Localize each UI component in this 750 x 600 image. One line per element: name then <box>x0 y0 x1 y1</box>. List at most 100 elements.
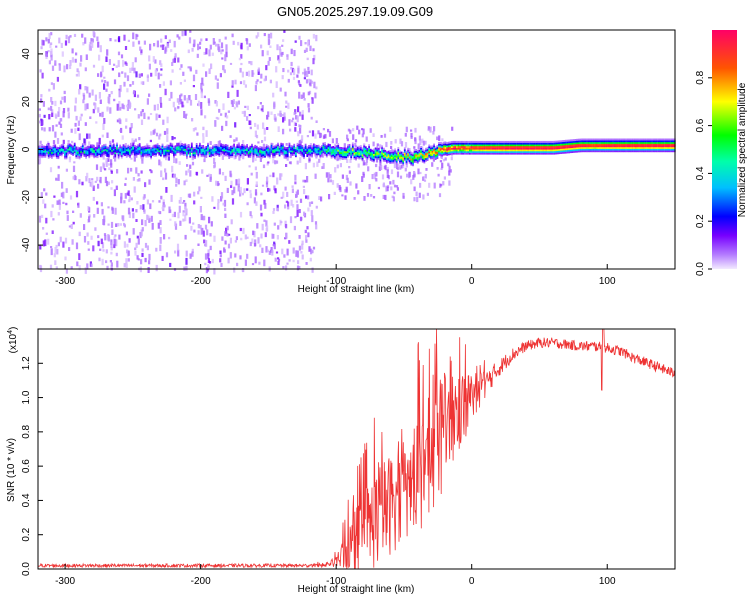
spectrogram-band-cell <box>392 154 395 157</box>
spectrogram-band-cell <box>504 142 507 145</box>
spectrogram-band-cell <box>604 150 606 153</box>
spectrogram-band-cell <box>457 147 460 150</box>
spectrogram-band-cell <box>521 145 523 148</box>
spectrogram-noise-cell <box>373 172 376 176</box>
spectrogram-noise-cell <box>306 176 309 183</box>
spectrogram-noise-cell <box>248 165 251 168</box>
spectrogram-band-cell <box>153 146 156 149</box>
spectrogram-band-cell <box>265 145 268 148</box>
spectrogram-band-cell <box>166 147 169 150</box>
spectrogram-noise-cell <box>259 102 262 105</box>
spectrogram-band-cell <box>630 140 632 143</box>
spectrogram-noise-cell <box>79 116 82 121</box>
spectrogram-noise-cell <box>275 160 279 164</box>
spectrogram-band-cell <box>509 144 512 147</box>
spectrogram-band-cell <box>586 143 588 146</box>
spectrogram-noise-cell <box>106 132 109 138</box>
spectrogram-band-cell <box>106 154 109 157</box>
spectrogram-noise-cell <box>220 113 223 116</box>
spectrogram-band-cell <box>215 152 218 155</box>
spectrogram-band-cell <box>405 162 408 165</box>
spectrogram-band-cell <box>555 147 557 150</box>
spectrogram-band-cell <box>397 147 400 150</box>
spectrogram-band-cell <box>41 147 44 150</box>
spectrogram-band-cell <box>197 145 200 148</box>
spectrogram-noise-cell <box>389 181 392 185</box>
spectrogram-noise-cell <box>137 173 140 177</box>
spectrogram-band-cell <box>197 152 200 155</box>
spectrogram-band-cell <box>143 145 146 148</box>
spectrogram-band-cell <box>644 146 647 149</box>
spectrogram-noise-cell <box>296 115 299 123</box>
spectrogram-band-cell <box>264 155 266 158</box>
spectrogram-band-cell <box>488 147 491 150</box>
spectrogram-band-cell <box>657 141 660 144</box>
spectrogram-band-cell <box>413 160 416 163</box>
spectrogram-band-cell <box>85 155 87 158</box>
spectrogram-band-cell <box>672 150 675 153</box>
spectrogram-band-cell <box>46 145 48 148</box>
spectrogram-band-cell <box>444 145 447 148</box>
spectrogram-band-cell <box>260 146 263 149</box>
spectrogram-noise-cell <box>168 98 171 101</box>
spectrogram-band-cell <box>660 146 663 149</box>
spectrogram-band-cell <box>556 150 559 153</box>
spectrogram-noise-cell <box>189 253 192 259</box>
spectrogram-noise-cell <box>94 94 97 101</box>
spectrogram-band-cell <box>316 145 318 147</box>
spectrogram-band-cell <box>171 143 174 146</box>
spectrogram-noise-cell <box>224 54 227 62</box>
spectrogram-band-cell <box>647 146 650 149</box>
spectrogram-band-cell <box>246 154 248 157</box>
spectrogram-noise-cell <box>291 188 294 193</box>
spectrogram-band-cell <box>581 140 583 143</box>
spectrogram-band-cell <box>46 147 48 150</box>
spectrogram-band-cell <box>364 154 367 157</box>
spectrogram-band-cell <box>582 150 585 153</box>
spectrogram-band-cell <box>651 145 653 148</box>
spectrogram-band-cell <box>555 149 557 152</box>
spectrogram-noise-cell <box>92 108 95 114</box>
spectrogram-band-cell <box>343 152 346 155</box>
spectrogram-band-cell <box>545 144 548 147</box>
spectrogram-band-cell <box>524 147 527 150</box>
spectrogram-noise-cell <box>230 219 233 225</box>
spectrogram-noise-cell <box>98 137 101 145</box>
spectrogram-noise-cell <box>209 176 212 182</box>
spectrogram-band-cell <box>332 147 335 150</box>
spectrogram-band-cell <box>587 138 590 141</box>
spectrogram-band-cell <box>647 138 650 141</box>
spectrogram-band-cell <box>251 148 253 151</box>
spectrogram-band-cell <box>218 145 221 147</box>
spectrogram-band-cell <box>555 142 557 145</box>
spectrogram-band-cell <box>317 151 320 154</box>
spectrogram-noise-cell <box>55 124 58 127</box>
spectrogram-noise-cell <box>286 191 289 197</box>
spectrogram-band-cell <box>291 152 294 155</box>
spectrogram-band-cell <box>542 140 544 143</box>
spectrogram-band-cell <box>512 145 515 148</box>
spectrogram-noise-cell <box>230 180 233 186</box>
spectrogram-band-cell <box>600 150 603 153</box>
spectrogram-band-cell <box>207 152 209 155</box>
spectrogram-band-cell <box>49 150 52 153</box>
spectrogram-noise-cell <box>54 60 57 66</box>
spectrogram-band-cell <box>158 151 161 154</box>
spectrogram-noise-cell <box>371 174 374 180</box>
spectrogram-noise-cell <box>395 185 399 188</box>
spectrogram-band-cell <box>516 147 518 150</box>
spectrogram-band-cell <box>443 145 445 148</box>
spectrogram-band-cell <box>192 147 195 150</box>
spectrogram-band-cell <box>325 145 328 148</box>
spectrogram-band-cell <box>477 150 479 153</box>
spectrogram-band-cell <box>160 154 162 157</box>
spectrogram-band-cell <box>543 150 546 153</box>
spectrogram-band-cell <box>334 155 336 158</box>
spectrogram-band-cell <box>54 144 57 147</box>
spectrogram-noise-cell <box>279 87 282 92</box>
spectrogram-band-cell <box>413 155 416 158</box>
spectrogram-band-cell <box>151 145 154 148</box>
spectrogram-band-cell <box>57 157 60 160</box>
spectrogram-band-cell <box>452 140 455 143</box>
spectrogram-band-cell <box>151 153 154 156</box>
